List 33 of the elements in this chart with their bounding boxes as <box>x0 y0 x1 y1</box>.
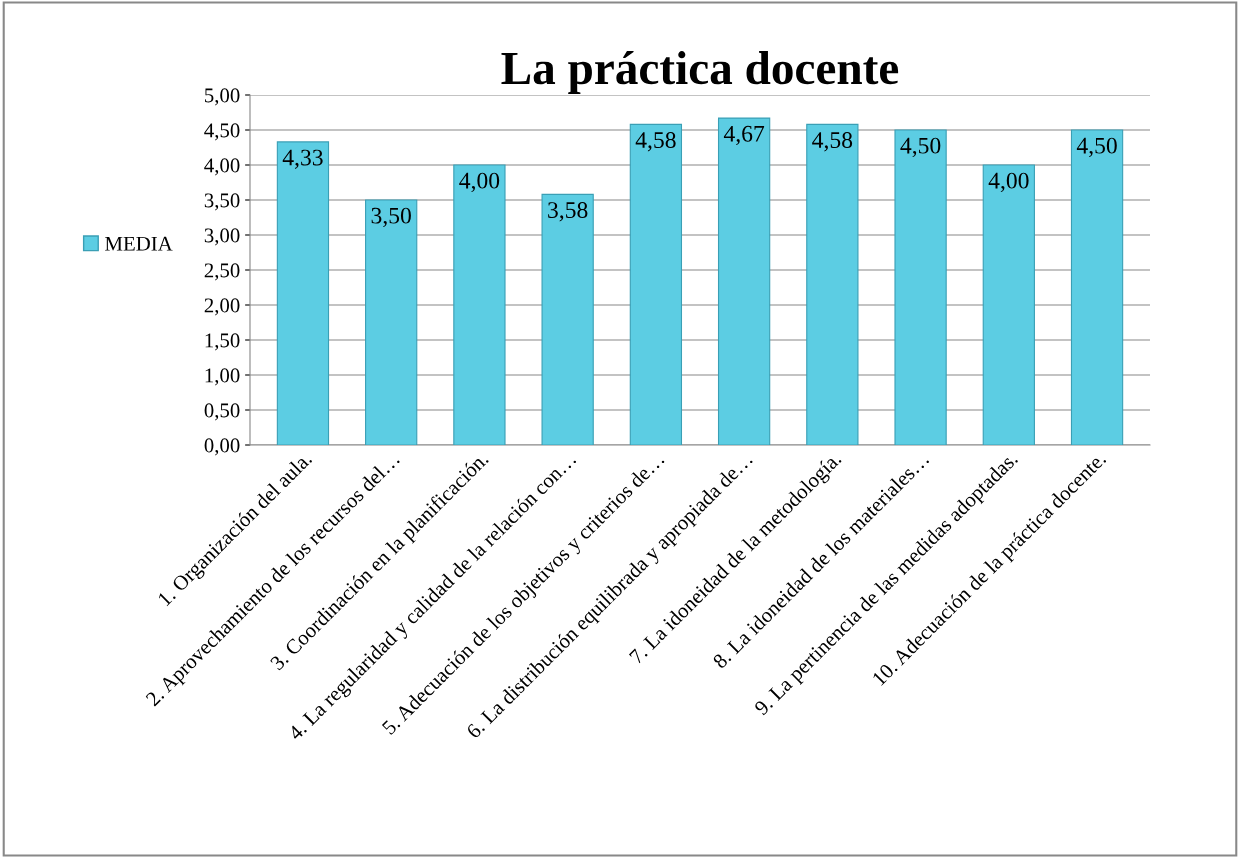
bar <box>1070 129 1124 445</box>
data-label: 4,00 <box>988 172 1029 193</box>
y-tick-label: 0,00 <box>204 438 240 456</box>
legend-label: MEDIA <box>105 236 173 251</box>
bar <box>717 117 771 445</box>
bar <box>894 129 947 445</box>
data-label: 4,58 <box>812 132 853 152</box>
bar <box>806 123 859 445</box>
data-label: 4,50 <box>1076 137 1117 158</box>
y-tick-label: 5,00 <box>205 88 240 106</box>
y-tick-label: 4,50 <box>204 123 240 141</box>
data-label: 4,50 <box>900 137 941 158</box>
bar <box>453 164 506 445</box>
y-tick-label: 4,00 <box>204 158 240 176</box>
y-tick-label: 1,50 <box>205 333 240 351</box>
data-label: 4,58 <box>635 132 676 152</box>
data-label: 4,00 <box>459 172 500 193</box>
y-tick-label: 3,50 <box>204 193 240 211</box>
y-tick-label: 2,50 <box>204 263 240 281</box>
y-tick-label: 0,50 <box>204 403 240 421</box>
chart-title: La práctica docente <box>501 51 899 94</box>
data-label: 3,50 <box>371 207 411 228</box>
y-tick-label: 3,00 <box>204 228 240 246</box>
bar <box>541 193 594 445</box>
y-tick-label: 2,00 <box>204 298 240 316</box>
data-label: 4,33 <box>282 149 323 169</box>
data-label: 4,67 <box>723 125 765 146</box>
bar <box>276 141 330 445</box>
data-label: 3,58 <box>548 202 588 222</box>
bar <box>982 164 1035 445</box>
bar <box>365 199 418 445</box>
y-tick-label: 1,00 <box>205 368 240 386</box>
bar <box>629 123 683 445</box>
